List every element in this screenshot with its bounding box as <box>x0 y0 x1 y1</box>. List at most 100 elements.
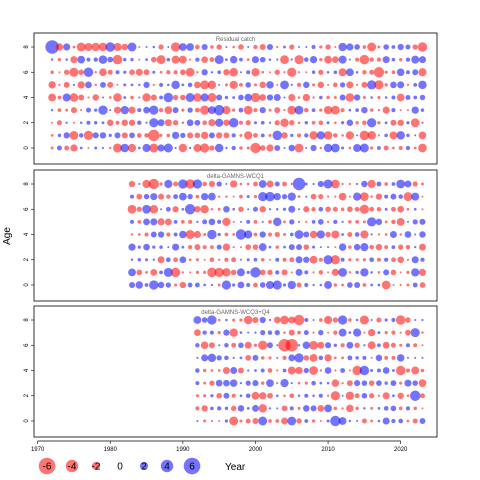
residual-bubble <box>354 206 360 212</box>
residual-bubble <box>159 182 163 186</box>
residual-bubble <box>281 405 288 412</box>
residual-bubble <box>245 418 251 424</box>
residual-bubble <box>172 120 179 126</box>
residual-bubble <box>384 182 389 186</box>
residual-bubble <box>65 108 69 112</box>
residual-bubble <box>84 42 93 52</box>
residual-bubble <box>69 67 79 77</box>
residual-bubble <box>294 230 304 239</box>
residual-bubble <box>221 280 232 290</box>
residual-bubble <box>225 195 228 198</box>
residual-bubble <box>384 233 388 236</box>
residual-bubble <box>238 206 244 212</box>
residual-bubble <box>238 94 244 101</box>
residual-bubble <box>390 81 397 89</box>
residual-bubble <box>367 217 377 227</box>
residual-bubble <box>362 70 367 75</box>
residual-bubble <box>201 56 208 63</box>
residual-bubble <box>187 82 193 88</box>
residual-bubble <box>290 83 293 86</box>
residual-bubble <box>405 70 410 75</box>
residual-bubble <box>334 45 337 49</box>
residual-bubble <box>303 57 309 62</box>
residual-bubble <box>280 55 289 65</box>
residual-bubble <box>338 192 347 201</box>
residual-bubble <box>115 120 120 125</box>
residual-bubble <box>384 96 388 99</box>
residual-bubble <box>333 96 337 99</box>
residual-bubble <box>290 133 294 138</box>
residual-bubble <box>326 394 330 397</box>
residual-bubble <box>296 244 302 251</box>
residual-bubble <box>171 55 180 64</box>
residual-bubble <box>414 245 417 249</box>
residual-bubble <box>210 71 214 74</box>
residual-bubble <box>369 108 374 112</box>
residual-bubble <box>230 405 237 412</box>
residual-bubble <box>413 95 418 100</box>
residual-bubble <box>268 58 272 61</box>
residual-bubble <box>128 119 136 126</box>
residual-bubble <box>165 206 171 212</box>
residual-bubble <box>107 119 114 126</box>
residual-bubble <box>244 131 253 140</box>
residual-bubble <box>376 317 382 323</box>
residual-bubble <box>396 68 405 77</box>
residual-bubble <box>232 96 236 99</box>
residual-bubble <box>157 281 165 289</box>
residual-bubble <box>253 257 258 262</box>
residual-bubble <box>208 342 215 349</box>
residual-bubble <box>417 42 428 52</box>
residual-bubble <box>346 119 354 126</box>
residual-bubble <box>412 44 418 50</box>
residual-bubble <box>239 71 242 74</box>
residual-bubble <box>359 365 370 376</box>
residual-bubble <box>295 256 303 264</box>
residual-bubble <box>304 133 309 138</box>
residual-bubble <box>69 130 79 140</box>
residual-bubble <box>137 220 142 224</box>
residual-bubble <box>230 269 237 276</box>
residual-bubble <box>413 82 418 87</box>
residual-bubble <box>78 69 84 75</box>
residual-bubble <box>160 208 163 211</box>
residual-bubble <box>246 270 250 274</box>
y-tick-label: 6 <box>24 343 30 347</box>
residual-bubble <box>65 58 68 61</box>
residual-bubble <box>194 107 200 113</box>
residual-bubble <box>246 406 250 410</box>
x-axis-label: Year <box>225 462 246 473</box>
residual-bubble <box>406 109 410 112</box>
residual-bubble <box>340 207 345 212</box>
residual-bubble <box>56 120 62 126</box>
residual-bubble <box>348 220 352 224</box>
residual-bubble <box>173 219 178 224</box>
residual-bubble <box>159 133 163 137</box>
residual-bubble <box>208 119 216 127</box>
residual-bubble <box>121 119 129 126</box>
residual-bubble <box>421 344 424 347</box>
y-tick-label: 0 <box>24 283 30 287</box>
residual-bubble <box>105 42 115 52</box>
residual-bubble <box>224 406 229 411</box>
panel-frame <box>33 305 438 438</box>
residual-bubble <box>333 406 338 411</box>
residual-bubble <box>391 219 396 225</box>
residual-bubble <box>355 270 359 275</box>
residual-bubble <box>164 119 172 127</box>
residual-bubble <box>327 271 330 274</box>
residual-bubble <box>195 270 199 274</box>
residual-bubble <box>352 365 362 376</box>
residual-bubble <box>414 134 417 137</box>
residual-bubble <box>218 419 221 423</box>
residual-bubble <box>389 231 397 238</box>
residual-bubble <box>267 342 273 349</box>
residual-bubble <box>316 131 325 140</box>
residual-bubble <box>167 45 170 49</box>
residual-bubble <box>247 208 250 211</box>
residual-bubble <box>232 283 236 287</box>
residual-bubble <box>413 207 417 211</box>
residual-bubble <box>421 182 424 186</box>
residual-bubble <box>391 95 396 100</box>
residual-bubble <box>355 70 359 74</box>
